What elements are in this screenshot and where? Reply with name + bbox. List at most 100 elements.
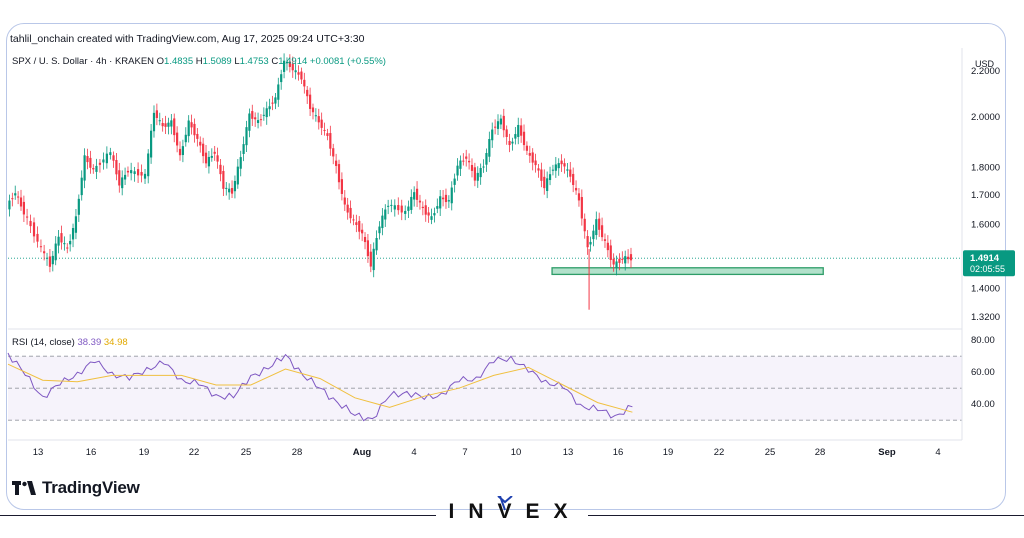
candle-body (123, 174, 127, 180)
candle-body (282, 60, 286, 72)
candle-body (627, 256, 630, 260)
time-tick-label: 7 (462, 447, 467, 458)
candle-body (349, 207, 352, 219)
time-tick-label: 22 (189, 447, 200, 458)
candle-body (291, 63, 294, 71)
candle-body (326, 133, 329, 136)
candle-body (592, 230, 595, 240)
candle-body (363, 236, 367, 243)
candle-body (569, 169, 572, 177)
candle-body (36, 233, 39, 242)
candle-body (595, 219, 598, 236)
rsi-tick-label: 60.00 (971, 367, 995, 378)
chart-credit: tahlil_onchain created with TradingView.… (10, 33, 365, 45)
candle-body (306, 89, 309, 97)
symbol-legend-part: H (196, 56, 203, 67)
candle-body (57, 236, 60, 246)
candle-body (390, 204, 393, 206)
symbol-legend[interactable]: SPX / U. S. Dollar · 4h · KRAKEN O1.4835… (12, 56, 386, 67)
candle-body (358, 220, 361, 232)
candle-body (245, 127, 248, 146)
candle-body (280, 74, 283, 83)
candle-body (71, 228, 75, 240)
candle-body (430, 216, 433, 220)
candle-body (130, 170, 133, 174)
time-tick-label: 25 (241, 447, 252, 458)
candle-body (98, 162, 102, 165)
candle-body (340, 179, 343, 194)
candle-body (332, 148, 335, 157)
candle-body (225, 187, 228, 189)
candle-body (251, 111, 254, 119)
candle-body (624, 256, 627, 264)
candle-body (271, 102, 274, 104)
candle-body (285, 61, 289, 64)
candle-body (216, 155, 219, 162)
candle-body (314, 115, 317, 117)
candle-body (262, 114, 265, 116)
candle-body (256, 120, 260, 124)
candle-body (190, 122, 193, 128)
candle-body (158, 120, 161, 122)
candle-body (572, 173, 575, 185)
candle-body (288, 61, 291, 67)
tradingview-logo: TradingView (12, 478, 140, 498)
candle-body (397, 205, 400, 211)
support-zone (551, 267, 824, 276)
candle-body (181, 146, 184, 156)
candle-body (548, 174, 552, 181)
price-axis-currency: USD (975, 59, 995, 69)
candle-body (589, 241, 592, 245)
candle-body (178, 148, 182, 156)
candle-body (453, 178, 456, 185)
candle-body (187, 120, 190, 137)
candle-body (109, 152, 112, 156)
candle-body (566, 169, 569, 171)
candle-body (83, 155, 86, 181)
candle-body (436, 206, 439, 209)
symbol-legend-part: C (271, 56, 278, 67)
last-price-value: 1.4914 (970, 253, 1000, 264)
candle-body (193, 123, 196, 136)
candle-body (543, 176, 546, 189)
candle-body (491, 129, 494, 141)
candle-body (133, 171, 136, 175)
candle-body (268, 106, 271, 110)
candle-body (352, 219, 355, 221)
candle-body (508, 140, 511, 146)
candle-body (413, 192, 416, 200)
candle-body (19, 197, 23, 207)
candle-body (300, 71, 303, 80)
candle-body (118, 170, 121, 186)
rsi-tick-label: 80.00 (971, 335, 995, 346)
candle-body (239, 157, 242, 169)
symbol-legend-part: SPX / U. S. Dollar · 4h · KRAKEN (12, 56, 157, 67)
candle-body (418, 200, 422, 203)
candle-body (450, 187, 453, 204)
rsi-legend[interactable]: RSI (14, close) 38.39 34.98 (12, 337, 128, 348)
candle-body (254, 117, 257, 120)
candle-body (540, 169, 543, 181)
candle-body (444, 194, 448, 203)
candle-body (112, 155, 115, 161)
candle-body (143, 173, 147, 179)
time-tick-label: 13 (33, 447, 44, 458)
candle-body (600, 225, 604, 238)
candle-body (378, 226, 381, 234)
candle-body (615, 261, 618, 269)
candle-body (309, 94, 312, 109)
candle-body (514, 134, 517, 139)
tradingview-wordmark: TradingView (42, 478, 140, 497)
candle-body (384, 209, 387, 220)
candle-body (598, 218, 601, 230)
candle-body (63, 243, 66, 245)
price-tick-label: 1.6000 (971, 219, 1000, 230)
price-tick-label: 1.7000 (971, 190, 1000, 201)
candle-body (577, 193, 581, 201)
time-tick-label: 28 (815, 447, 826, 458)
candle-body (105, 153, 108, 164)
candle-body (176, 132, 179, 146)
candle-body (155, 110, 158, 119)
divider-left (0, 515, 436, 516)
